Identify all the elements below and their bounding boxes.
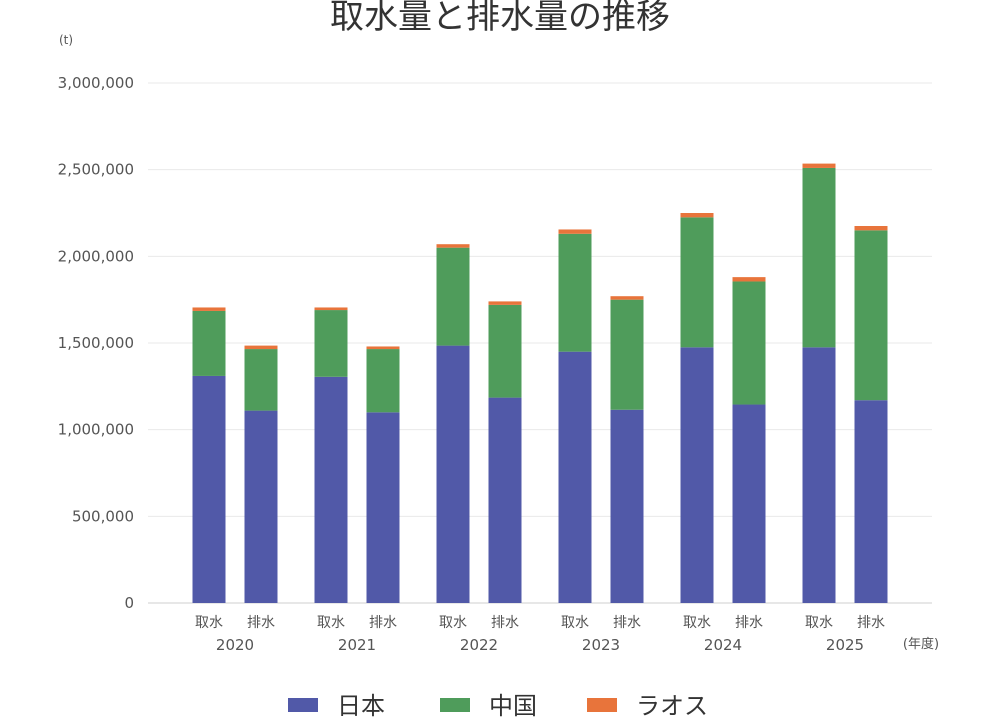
bar-segment [436, 345, 470, 603]
x-bar-type-label: 取水 [317, 615, 345, 631]
legend-label: ラオス [636, 692, 708, 720]
x-bar-type-label: 排水 [735, 615, 763, 631]
bar-segment [314, 307, 348, 311]
bar-segment [488, 397, 522, 603]
legend-label: 日本 [337, 692, 385, 720]
y-tick-label: 0 [124, 594, 134, 612]
bar-segment [802, 167, 836, 348]
x-bar-type-label: 排水 [247, 615, 275, 631]
bar-segment [314, 376, 348, 603]
bar-segment [366, 346, 400, 350]
y-tick-label: 500,000 [72, 507, 134, 525]
x-bar-type-label: 排水 [613, 615, 641, 631]
y-tick-label: 2,000,000 [58, 247, 134, 265]
bar-segment [854, 230, 888, 401]
x-bar-type-label: 取水 [561, 615, 589, 631]
y-axis-ticks: 0 500,000 1,000,000 1,500,000 2,000,000 2,500… [58, 74, 134, 612]
x-year-label: 2024 [704, 636, 742, 654]
bar-segment [244, 349, 278, 411]
chart-title: 取水量と排水量の推移 [330, 0, 670, 37]
y-tick-label: 1,000,000 [58, 421, 134, 439]
bar-segment [488, 301, 522, 305]
legend-swatch [288, 698, 318, 712]
bar-segment [854, 226, 888, 231]
x-axis-unit: (年度) [903, 636, 939, 652]
y-tick-label: 1,500,000 [58, 334, 134, 352]
bar-segment [192, 307, 226, 311]
legend: 日本 中国 ラオス [288, 692, 708, 720]
bar-segment [488, 304, 522, 398]
grid-lines [148, 82, 932, 604]
x-bar-type-label: 排水 [857, 615, 885, 631]
x-year-label: 2023 [582, 636, 620, 654]
bar-segment [680, 217, 714, 348]
bar-segment [610, 296, 644, 300]
x-bar-type-label: 取水 [195, 615, 223, 631]
bar-segment [558, 351, 592, 603]
bars [192, 163, 888, 603]
bar-segment [558, 229, 592, 234]
legend-swatch [440, 698, 470, 712]
x-axis-labels: 取水 排水 2020 取水 排水 2021 取水 排水 2022 取水 排水 2023 取水 排水 2024… [195, 615, 885, 654]
y-tick-label: 3,000,000 [58, 74, 134, 92]
x-bar-type-label: 排水 [369, 615, 397, 631]
bar-segment [732, 404, 766, 603]
x-year-label: 2022 [460, 636, 498, 654]
bar-segment [854, 400, 888, 603]
bar-segment [732, 281, 766, 405]
x-year-label: 2025 [826, 636, 864, 654]
y-tick-label: 2,500,000 [58, 161, 134, 179]
bar-segment [244, 410, 278, 603]
legend-swatch [587, 698, 617, 712]
bar-segment [366, 412, 400, 603]
bar-segment [680, 347, 714, 603]
x-bar-type-label: 取水 [439, 615, 467, 631]
bar-segment [366, 349, 400, 413]
bar-segment [610, 409, 644, 603]
bar-segment [732, 277, 766, 282]
bar-segment [192, 375, 226, 603]
x-bar-type-label: 排水 [491, 615, 519, 631]
bar-segment [244, 345, 278, 350]
bar-segment [802, 163, 836, 168]
bar-segment [192, 310, 226, 376]
bar-segment [558, 233, 592, 352]
bar-segment [436, 244, 470, 248]
bar-segment [610, 299, 644, 410]
bar-segment [680, 213, 714, 218]
bar-segment [314, 310, 348, 377]
x-year-label: 2021 [338, 636, 376, 654]
x-year-label: 2020 [216, 636, 254, 654]
x-bar-type-label: 取水 [805, 615, 833, 631]
bar-segment [436, 247, 470, 346]
bar-segment [802, 347, 836, 603]
x-bar-type-label: 取水 [683, 615, 711, 631]
y-axis-unit: (t) [59, 33, 73, 47]
legend-label: 中国 [489, 692, 537, 720]
